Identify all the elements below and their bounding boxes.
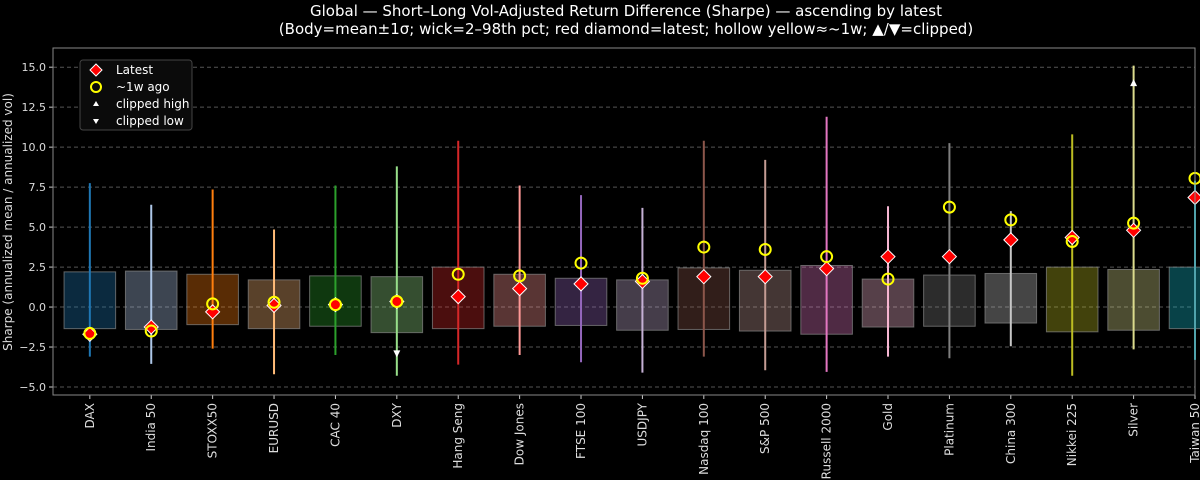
x-tick-label: Nasdaq 100 [697,403,711,475]
x-tick-label: Silver [1127,403,1141,437]
chart-marks [63,65,1200,376]
week-ago-marker-S&P 500 [758,242,772,256]
chart-title: Global — Short–Long Vol-Adjusted Return … [310,2,942,20]
latest-marker-China 300 [1003,232,1019,248]
x-tick-label: DAX [83,403,97,428]
legend: Latest ~1w ago clipped high clipped low [79,59,193,131]
latest-marker-Hang Seng [450,288,466,305]
week-ago-marker-Russell 2000 [820,250,834,264]
grid [53,66,1195,388]
y-tick-label: 5.0 [29,221,47,234]
week-ago-marker-Gold [881,272,895,286]
week-ago-marker-DXY [390,294,404,308]
latest-diamond-icon [89,63,103,77]
latest-marker-Platinum [941,248,958,265]
x-tick-label: Taiwan 50 [1188,403,1200,464]
week-ago-marker-China 300 [1004,213,1018,227]
legend-label: clipped high [116,97,189,111]
week-ago-marker-Silver [1127,216,1141,230]
x-ticks: DAX India 50 STOXX50 EURUSD CAC 40 DXY Hang Se… [83,395,1200,479]
hollow-circle-icon [90,81,102,93]
x-tick-label: Gold [881,403,895,431]
x-tick-label: CAC 40 [328,403,342,447]
week-ago-marker-DAX [83,326,97,340]
y-axis-label: Sharpe (annualized mean / annualized vol… [1,93,15,351]
week-ago-marker-Platinum [942,200,956,214]
y-tick-label: 7.5 [29,181,47,194]
week-ago-marker-Nikkei 225 [1065,234,1079,248]
x-tick-label: DXY [390,402,404,427]
legend-box [79,59,193,131]
latest-marker-Dow Jones [511,280,528,297]
plot-frame [52,47,1196,396]
chart-subtitle: (Body=mean±1σ; wick=2–98th pct; red diam… [279,20,973,38]
x-tick-label: FTSE 100 [574,403,588,459]
x-tick-label: Russell 2000 [820,403,834,479]
x-tick-label: China 300 [1004,403,1018,464]
week-ago-marker-EURUSD [267,295,281,309]
x-tick-label: USDJPY [635,402,649,446]
y-tick-label: −2.5 [19,341,46,354]
x-tick-label: EURUSD [267,403,281,453]
y-tick-label: −5.0 [19,381,46,394]
latest-marker-Russell 2000 [818,260,835,277]
y-tick-label: 12.5 [22,101,47,114]
x-tick-label: Dow Jones [513,403,527,465]
clipped-high-marker [1130,79,1138,87]
x-tick-label: STOXX50 [206,403,220,458]
latest-marker-Nasdaq 100 [696,268,712,285]
week-ago-marker-Dow Jones [513,269,527,283]
clipped-low-marker [393,350,401,358]
y-tick-label: 10.0 [22,141,47,154]
x-tick-label: Platinum [942,403,956,456]
legend-label: Latest [116,63,153,77]
x-tick-label: Nikkei 225 [1065,403,1079,466]
latest-marker-Nikkei 225 [1064,229,1080,246]
y-tick-label: 0.0 [29,301,47,314]
week-ago-marker-USDJPY [635,271,649,285]
y-ticks: −5.0 −2.5 0.0 2.5 5.0 7.5 10.0 12.5 15.0 [19,61,53,394]
y-tick-label: 2.5 [29,261,47,274]
week-ago-marker-CAC 40 [328,298,342,312]
legend-label: clipped low [116,114,184,128]
week-ago-marker-Hang Seng [451,267,465,281]
triangle-down-icon [93,119,99,124]
x-tick-label: S&P 500 [758,403,772,454]
week-ago-marker-FTSE 100 [574,256,588,270]
x-tick-label: India 50 [144,403,158,452]
triangle-up-icon [93,101,99,106]
week-ago-marker-Nasdaq 100 [697,240,711,254]
y-tick-label: 15.0 [22,61,47,74]
week-ago-marker-India 50 [144,324,158,338]
latest-marker-Taiwan 50 [1187,189,1200,206]
latest-marker-S&P 500 [757,268,773,285]
legend-label: ~1w ago [116,80,170,94]
latest-marker-India 50 [143,319,159,335]
latest-marker-FTSE 100 [573,276,589,292]
latest-marker-Gold [880,248,896,265]
x-tick-label: Hang Seng [451,403,465,469]
week-ago-marker-STOXX50 [206,297,220,311]
